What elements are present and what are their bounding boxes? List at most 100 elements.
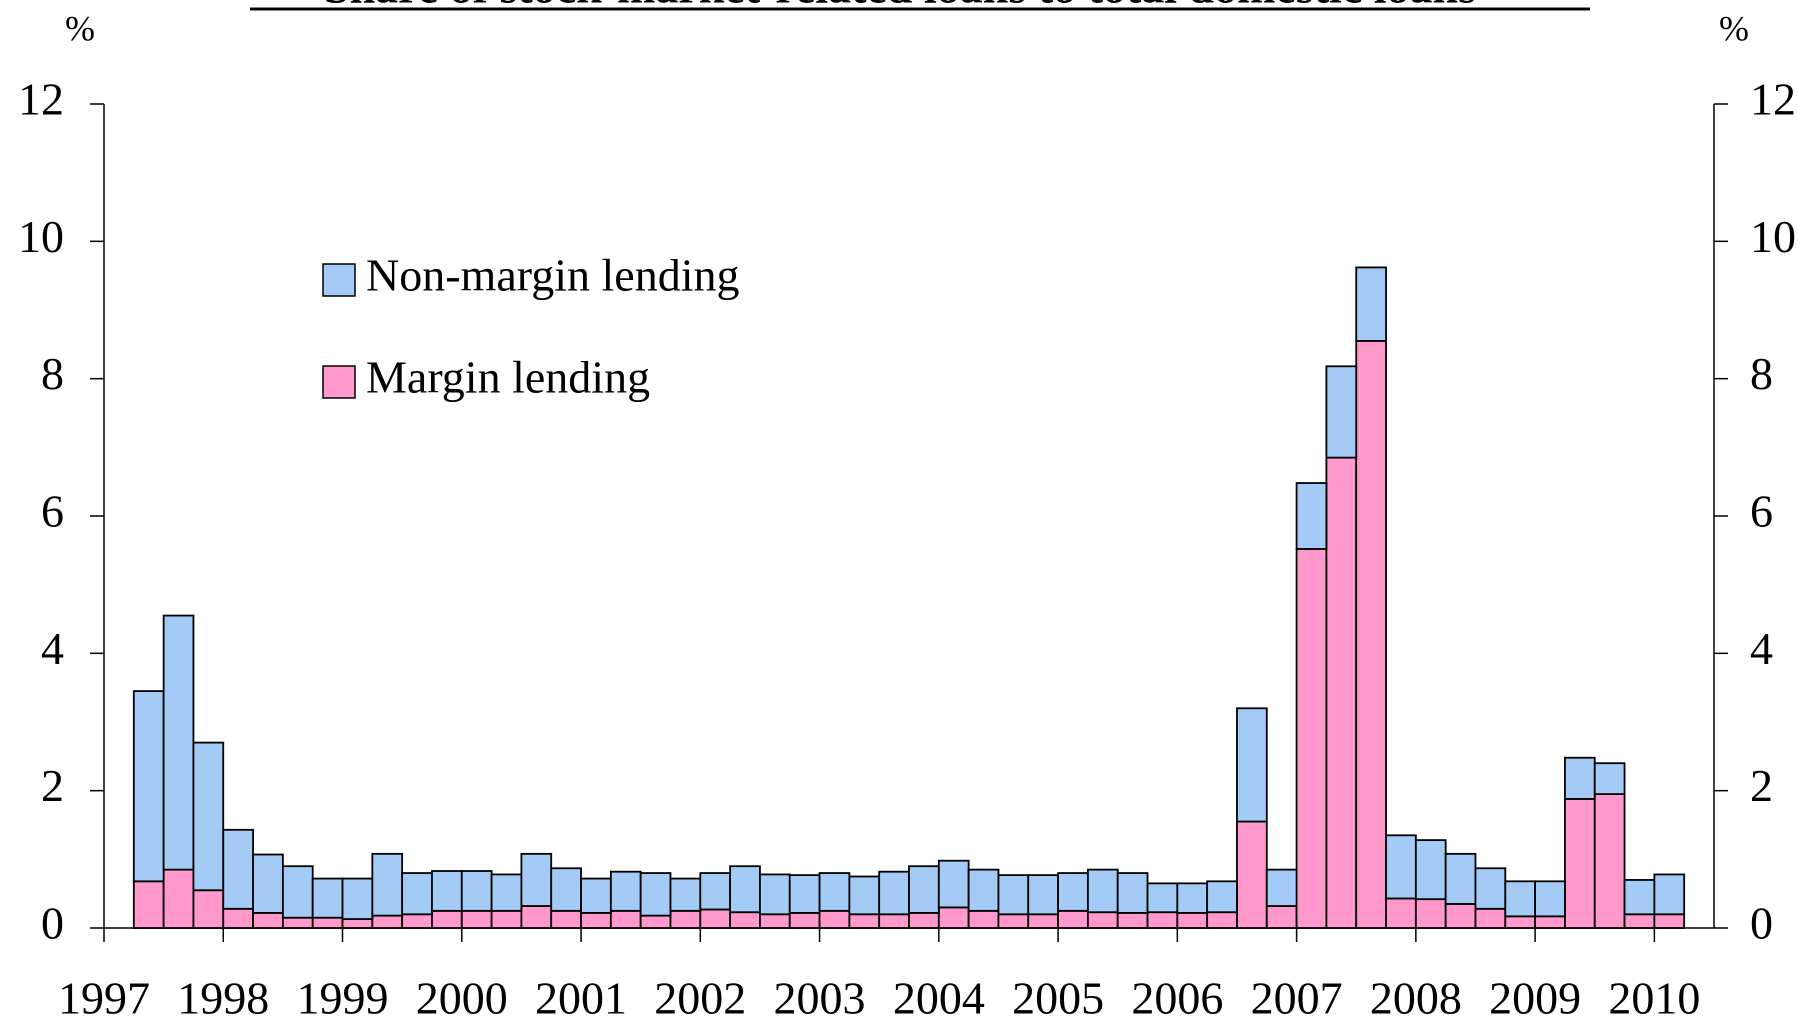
legend-swatch (322, 263, 356, 297)
bar-segment (1236, 707, 1268, 823)
bar-segment (1504, 880, 1537, 918)
bar-segment (1057, 909, 1089, 929)
bar-segment (1027, 874, 1059, 916)
bar-segment (729, 911, 761, 929)
bar-segment (1146, 882, 1179, 914)
bar-segment (878, 870, 910, 916)
bar-segment (1206, 880, 1238, 914)
bar-segment (818, 872, 851, 912)
bar-segment (1653, 913, 1686, 929)
bar-segment (1146, 911, 1179, 929)
bar-segment (759, 913, 791, 929)
bar-segment (1593, 793, 1626, 929)
bar-segment (1265, 868, 1298, 907)
bar-segment (192, 741, 225, 892)
bar-segment (490, 909, 523, 929)
bar-segment (192, 889, 225, 929)
y-tick-label: 0 (41, 898, 64, 949)
x-tick-label: 2000 (416, 973, 508, 1018)
y2-tick-label: 0 (1750, 898, 1773, 949)
bar-segment (162, 868, 195, 929)
bar-segment (580, 877, 612, 914)
bar-segment (371, 914, 404, 929)
bar-segment (281, 916, 314, 929)
bar-segment (1385, 834, 1417, 900)
x-tick-label: 2007 (1251, 973, 1343, 1018)
bar-segment (1564, 798, 1596, 929)
bar-segment (431, 870, 463, 912)
bar-segment (1116, 911, 1149, 929)
bar-segment (788, 911, 821, 929)
x-tick-label: 1998 (177, 973, 269, 1018)
bar-segment (460, 870, 493, 912)
bar-segment (222, 828, 254, 910)
bar-segment (431, 909, 463, 929)
bar-segment (1623, 879, 1656, 916)
bar-segment (1295, 548, 1328, 929)
bar-segment (1504, 915, 1537, 929)
bar-segment (1295, 482, 1328, 550)
y2-tick-label: 12 (1750, 74, 1796, 125)
y-axis-label: % (65, 8, 95, 48)
bar-segment (639, 872, 672, 917)
bar-segment (222, 907, 254, 929)
bar-segment (1474, 907, 1507, 929)
bar-segment (1027, 913, 1059, 929)
bar-segment (132, 690, 165, 883)
bar-segment (520, 905, 553, 929)
legend: Non-margin lending Margin lending (322, 250, 739, 403)
bar-segment (1444, 852, 1477, 905)
y-tick-label: 10 (18, 211, 64, 262)
bar-segment (460, 909, 493, 929)
bar-segment (1086, 868, 1119, 914)
x-tick-label: 2004 (893, 973, 985, 1018)
y2-tick-label: 2 (1750, 760, 1773, 811)
bar-segment (1057, 872, 1089, 912)
bar-segment (997, 874, 1030, 916)
y-tick-label: 6 (41, 486, 64, 537)
x-tick-label: 2010 (1608, 973, 1700, 1018)
bar-segment (1564, 756, 1596, 800)
bar-segment (967, 909, 1000, 929)
bar-segment (1414, 898, 1447, 929)
bar-segment (341, 918, 374, 929)
bar-segment (1265, 905, 1298, 929)
bar-segment (550, 909, 582, 929)
bar-segment (132, 880, 165, 929)
bar-segment (699, 872, 732, 911)
bar-segment (1086, 911, 1119, 929)
bar-segment (281, 865, 314, 919)
bar-segment (550, 867, 582, 912)
bar-segment (311, 877, 344, 919)
bar-segment (699, 908, 732, 929)
x-tick-label: 2001 (535, 973, 627, 1018)
bar-segment (1176, 882, 1209, 914)
y2-tick-label: 10 (1750, 211, 1796, 262)
bar-segment (908, 911, 940, 929)
bar-segment (520, 852, 553, 907)
bar-segment (1444, 903, 1477, 929)
bar-segment (609, 909, 642, 929)
bar-segment (401, 872, 433, 916)
bar-segment (1593, 762, 1626, 796)
bar-segment (669, 877, 702, 912)
bar-segment (937, 906, 970, 929)
bar-segment (1206, 911, 1238, 929)
bar-segment (1355, 339, 1387, 929)
bar-segment (162, 614, 195, 871)
bar-segment (1325, 365, 1358, 459)
bar-segment (1474, 867, 1507, 910)
bar-segment (1534, 915, 1566, 929)
bar-segment (848, 875, 881, 916)
bar-segment (311, 916, 344, 929)
legend-label: Margin lending (366, 352, 650, 403)
bar-segment (1176, 911, 1209, 929)
x-tick-label: 2009 (1489, 973, 1581, 1018)
chart-title: Share of stock-market-related loans to t… (324, 0, 1476, 13)
y-tick-label: 12 (18, 74, 64, 125)
bar-segment (1623, 913, 1656, 929)
bar-segment (937, 859, 970, 909)
bar-segment (1414, 839, 1447, 901)
x-tick-label: 1999 (297, 973, 389, 1018)
